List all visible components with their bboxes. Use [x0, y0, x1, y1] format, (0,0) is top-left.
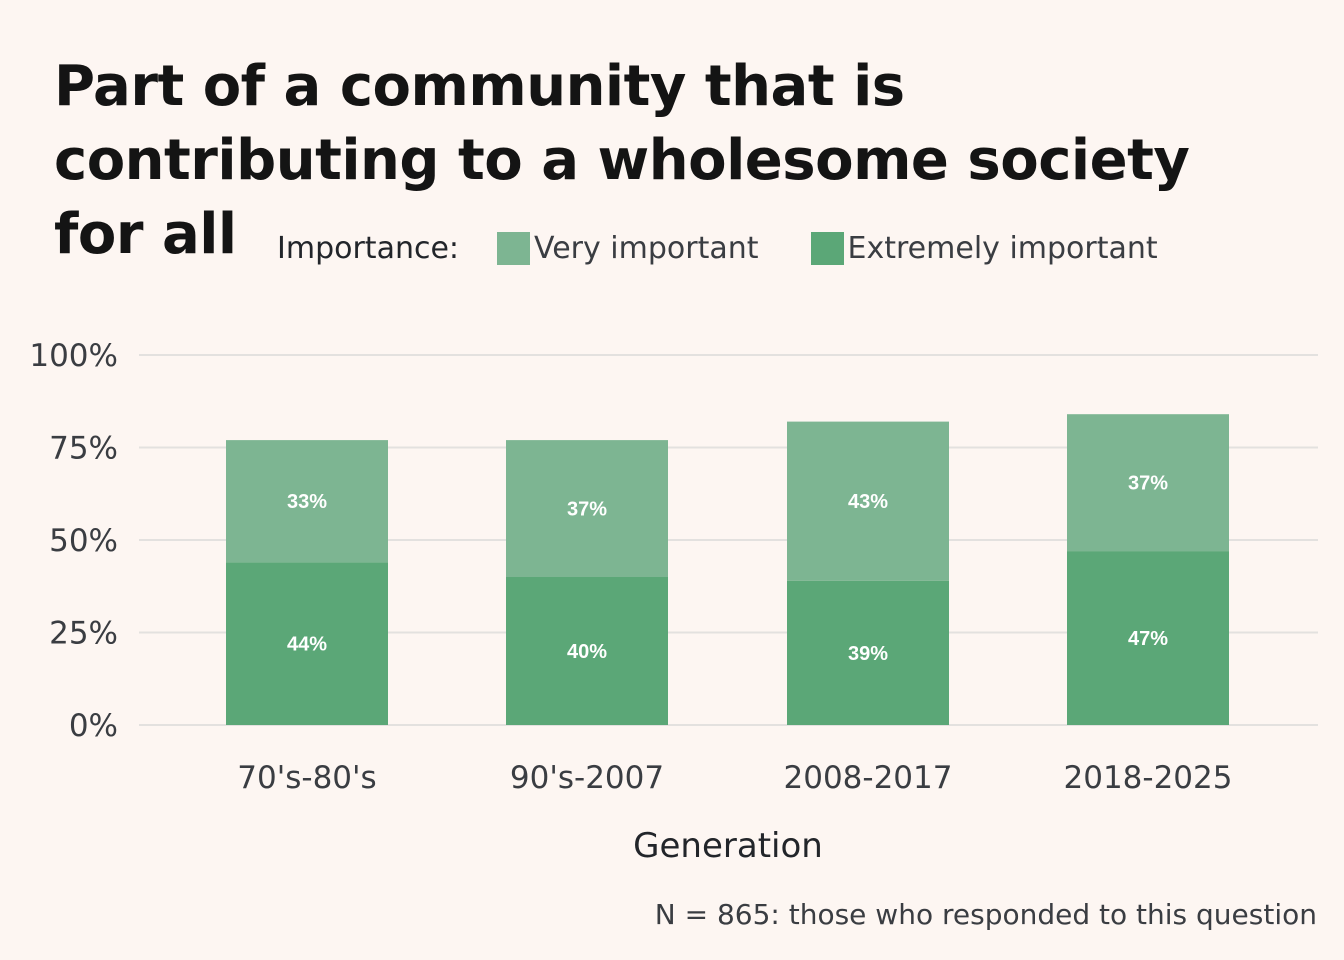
axis-layer: 0% 25% 50% 75% 100% 70's-80's 90's-2007 2008-20…: [29, 338, 1232, 796]
bar-segment: [226, 440, 388, 563]
bar-segment: [1067, 551, 1229, 725]
bar-segment: [1067, 414, 1229, 552]
data-label: 39%: [848, 643, 888, 665]
legend-item-extremely-important: Extremely important: [810, 230, 1158, 266]
legend-item-very-important: Very important: [497, 231, 759, 266]
chart-title: Part of a community that is contributing…: [54, 54, 1190, 267]
y-tick-label: 75%: [49, 431, 118, 467]
legend-title: Importance:: [277, 230, 460, 266]
label-layer: 44% 33% 40% 37% 39% 43% 47% 37%: [287, 473, 1168, 665]
legend-label-extremely-important: Extremely important: [847, 230, 1158, 266]
data-label: 44%: [287, 634, 327, 656]
x-tick-label: 70's-80's: [237, 760, 376, 796]
x-axis-title: Generation: [633, 826, 823, 866]
data-label: 47%: [1128, 628, 1168, 650]
y-tick-label: 100%: [29, 338, 118, 374]
legend-swatch-very-important: [497, 231, 531, 265]
bar-segment: [506, 440, 668, 577]
legend-label-very-important: Very important: [534, 230, 759, 266]
bar-segment: [226, 562, 388, 725]
y-tick-label: 0%: [69, 708, 118, 744]
y-tick-label: 50%: [49, 523, 118, 559]
data-label: 43%: [848, 491, 888, 513]
x-tick-label: 2008-2017: [784, 760, 953, 796]
data-label: 37%: [567, 499, 607, 521]
bar-segment: [506, 577, 668, 725]
bar-segment: [787, 421, 949, 581]
x-tick-label: 90's-2007: [510, 760, 664, 796]
caption: N = 865: those who responded to this que…: [654, 898, 1317, 931]
data-label: 40%: [567, 641, 607, 663]
data-label: 33%: [287, 491, 327, 513]
legend: Importance: Very important Extremely imp…: [277, 226, 1210, 270]
bar-layer: [226, 414, 1229, 725]
y-tick-label: 25%: [49, 616, 118, 652]
bar-segment: [787, 580, 949, 725]
x-tick-label: 2018-2025: [1064, 760, 1233, 796]
legend-swatch-extremely-important: [810, 231, 844, 265]
data-label: 37%: [1128, 473, 1168, 495]
